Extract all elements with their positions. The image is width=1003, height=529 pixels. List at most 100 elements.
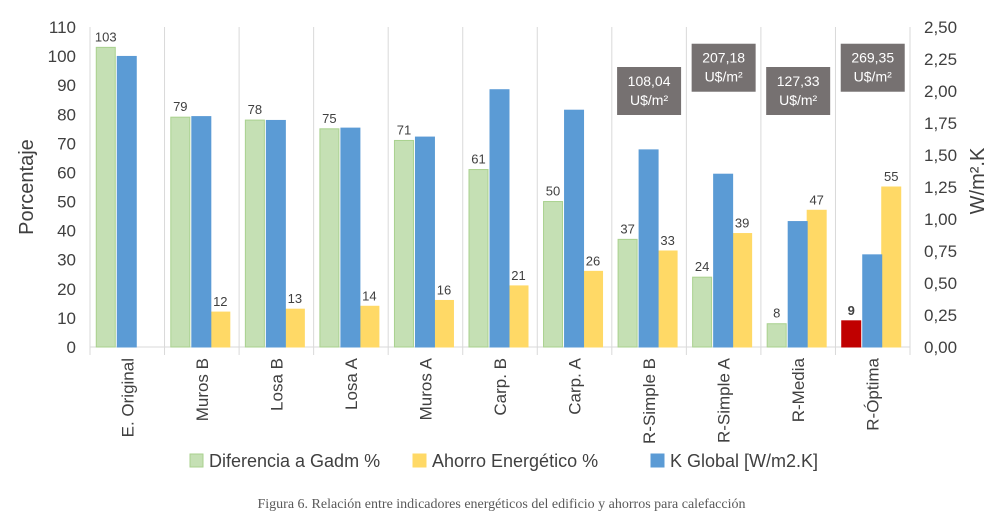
- bar-diferencia: [617, 238, 638, 348]
- y2-tick-label: 1,25: [924, 178, 957, 197]
- legend-swatch: [412, 453, 427, 468]
- cost-annotation-box: [617, 67, 682, 115]
- data-label: 33: [660, 233, 674, 248]
- bar-diferencia: [95, 46, 116, 348]
- y-tick-label: 100: [48, 47, 76, 66]
- x-tick-label: Muros A: [416, 357, 435, 420]
- y2-tick-label: 2,25: [924, 50, 957, 69]
- y-tick-label: 110: [49, 18, 76, 37]
- x-tick-label: R-Simple A: [715, 357, 734, 443]
- data-label: 39: [735, 216, 749, 231]
- bar-k-global: [564, 109, 585, 348]
- bar-ahorro: [284, 308, 305, 348]
- bar-ahorro: [881, 186, 902, 348]
- x-tick-label: E. Original: [118, 358, 137, 437]
- x-tick-label: Losa A: [342, 357, 361, 410]
- bar-diferencia: [468, 169, 489, 348]
- bar-diferencia: [692, 276, 713, 348]
- y2-axis-title: W/m².K: [967, 147, 989, 214]
- data-label: 50: [546, 184, 560, 199]
- cost-annotation-box: [766, 67, 831, 115]
- bar-ahorro: [508, 285, 529, 348]
- legend-swatch: [189, 453, 204, 468]
- cost-annotation-box: [691, 43, 756, 92]
- y2-tick-label: 0,25: [924, 306, 957, 325]
- data-label: 12: [213, 294, 227, 309]
- x-tick-label: Carp. A: [566, 357, 585, 414]
- x-tick-label: Losa B: [267, 358, 286, 411]
- cost-annotation-text: 108,04: [628, 73, 671, 89]
- y-tick-label: 40: [57, 222, 76, 241]
- bar-k-global: [414, 136, 435, 348]
- bar-ahorro: [583, 270, 604, 348]
- data-label: 55: [884, 169, 898, 184]
- cost-annotation-text: U$/m²: [854, 69, 892, 85]
- bar-ahorro: [657, 250, 678, 348]
- legend-label: Diferencia a Gadm %: [209, 451, 380, 471]
- cost-annotation-text: 127,33: [777, 73, 820, 89]
- y2-tick-label: 0,50: [924, 274, 957, 293]
- y2-tick-label: 0,00: [924, 338, 957, 357]
- data-label: 21: [511, 268, 525, 283]
- y-tick-label: 70: [57, 134, 76, 153]
- bar-k-global: [265, 119, 286, 348]
- cost-annotation-text: 207,18: [702, 50, 745, 66]
- bar-k-global: [862, 254, 883, 348]
- y2-tick-label: 1,00: [924, 210, 957, 229]
- bar-ahorro: [210, 311, 231, 348]
- legend-label: Ahorro Energético %: [432, 451, 598, 471]
- bar-k-global: [489, 89, 510, 348]
- y2-tick-label: 2,00: [924, 82, 957, 101]
- x-tick-label: R-Simple B: [640, 358, 659, 444]
- x-tick-label: Carp. B: [491, 358, 510, 416]
- data-label: 16: [437, 282, 451, 297]
- bar-diferencia: [543, 201, 564, 348]
- bar-ahorro: [806, 209, 827, 348]
- y2-tick-label: 2,50: [924, 18, 957, 37]
- bar-diferencia: [841, 320, 862, 348]
- bar-diferencia: [244, 119, 265, 348]
- y-tick-label: 80: [57, 105, 76, 124]
- legend-label: K Global [W/m2.K]: [670, 451, 818, 471]
- y-tick-label: 60: [57, 163, 76, 182]
- data-label: 9: [848, 303, 855, 318]
- cost-annotation-text: U$/m²: [705, 69, 743, 85]
- data-label: 47: [809, 192, 823, 207]
- data-label: 14: [362, 288, 376, 303]
- cost-annotation-box: [840, 43, 905, 92]
- x-tick-label: Muros B: [193, 358, 212, 421]
- data-label: 71: [397, 122, 411, 137]
- data-label: 24: [695, 259, 709, 274]
- y-axis-title: Porcentaje: [16, 139, 38, 235]
- bar-k-global: [340, 127, 361, 348]
- cost-annotation-text: U$/m²: [630, 92, 668, 108]
- bar-k-global: [713, 173, 734, 348]
- y2-tick-label: 0,75: [924, 242, 957, 261]
- bar-diferencia: [766, 323, 787, 348]
- data-label: 79: [173, 99, 187, 114]
- bar-k-global: [787, 221, 808, 348]
- cost-annotation-text: U$/m²: [779, 92, 817, 108]
- y-tick-label: 50: [57, 193, 76, 212]
- legend-swatch: [650, 453, 665, 468]
- y-tick-label: 10: [57, 309, 76, 328]
- bar-diferencia: [393, 139, 414, 348]
- data-label: 13: [288, 291, 302, 306]
- bar-k-global: [638, 149, 659, 348]
- data-label: 8: [773, 306, 780, 321]
- bar-k-global: [116, 55, 137, 348]
- figure-caption: Figura 6. Relación entre indicadores ene…: [257, 497, 746, 512]
- bar-ahorro: [732, 233, 753, 348]
- cost-annotation-text: 269,35: [851, 50, 894, 66]
- y-tick-label: 90: [57, 76, 76, 95]
- y2-tick-label: 1,75: [924, 114, 957, 133]
- bar-ahorro: [433, 299, 454, 348]
- data-label: 75: [322, 111, 336, 126]
- x-tick-label: R-Óptima: [864, 357, 883, 430]
- x-tick-label: R-Media: [789, 357, 808, 422]
- bar-diferencia: [319, 128, 340, 348]
- bar-ahorro: [359, 305, 380, 348]
- data-label: 103: [95, 29, 117, 44]
- y-tick-label: 0: [67, 338, 76, 357]
- data-label: 61: [471, 152, 485, 167]
